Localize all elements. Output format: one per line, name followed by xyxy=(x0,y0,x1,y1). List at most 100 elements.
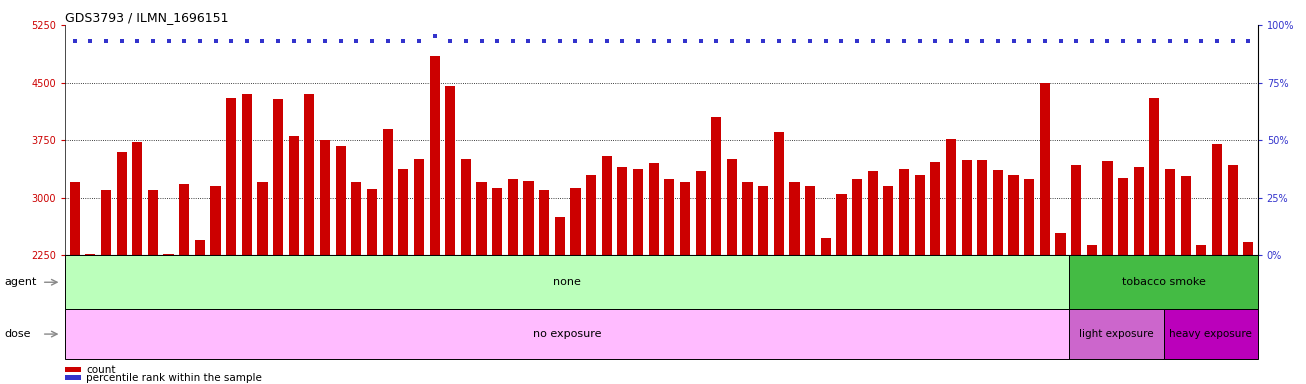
Text: dose: dose xyxy=(4,329,30,339)
Bar xyxy=(1243,242,1254,255)
Bar xyxy=(461,159,471,255)
Bar xyxy=(116,152,127,255)
Point xyxy=(846,38,867,44)
Bar xyxy=(977,160,987,255)
Bar xyxy=(1040,83,1050,255)
Bar xyxy=(680,182,690,255)
Point xyxy=(972,38,993,44)
Bar xyxy=(1181,176,1191,255)
Point xyxy=(737,38,757,44)
Bar xyxy=(1008,175,1019,255)
Bar xyxy=(1070,255,1258,309)
Point xyxy=(628,38,649,44)
Point xyxy=(534,38,555,44)
Point xyxy=(940,38,961,44)
Bar xyxy=(492,188,503,255)
Point xyxy=(550,38,571,44)
Point xyxy=(1160,38,1181,44)
Point xyxy=(1003,38,1024,44)
Point xyxy=(330,38,351,44)
Bar xyxy=(946,139,956,255)
Point xyxy=(581,38,602,44)
Bar xyxy=(1070,309,1164,359)
Bar xyxy=(539,190,550,255)
Bar xyxy=(445,86,456,255)
Bar xyxy=(789,182,799,255)
Point xyxy=(409,38,430,44)
Bar xyxy=(757,186,768,255)
Bar xyxy=(1196,245,1207,255)
Point xyxy=(705,38,726,44)
Bar xyxy=(524,181,534,255)
Bar xyxy=(1024,179,1034,255)
Text: tobacco smoke: tobacco smoke xyxy=(1122,277,1205,287)
Bar xyxy=(65,255,1070,309)
Point xyxy=(252,38,273,44)
Text: percentile rank within the sample: percentile rank within the sample xyxy=(86,373,263,383)
Text: agent: agent xyxy=(4,277,37,287)
Point xyxy=(440,38,461,44)
Bar xyxy=(320,140,330,255)
Point xyxy=(1175,38,1196,44)
Point xyxy=(518,38,539,44)
Point xyxy=(377,38,398,44)
Point xyxy=(221,38,242,44)
Bar xyxy=(602,156,611,255)
Point xyxy=(987,38,1008,44)
Bar xyxy=(148,190,158,255)
Bar xyxy=(336,146,346,255)
Point xyxy=(1050,38,1071,44)
Bar xyxy=(618,167,627,255)
Bar xyxy=(367,189,377,255)
Bar xyxy=(1102,161,1113,255)
Bar xyxy=(132,142,142,255)
Point xyxy=(362,38,383,44)
Point xyxy=(674,38,695,44)
Bar xyxy=(930,162,940,255)
Point xyxy=(64,38,85,44)
Text: count: count xyxy=(86,365,116,375)
Point xyxy=(1128,38,1149,44)
Bar xyxy=(586,175,596,255)
Point xyxy=(1066,38,1087,44)
Bar xyxy=(226,98,236,255)
Bar xyxy=(649,163,658,255)
Bar xyxy=(696,171,705,255)
Point xyxy=(1238,38,1259,44)
Bar xyxy=(1118,178,1128,255)
Bar xyxy=(210,186,221,255)
Bar xyxy=(712,117,721,255)
Bar xyxy=(1212,144,1222,255)
Point xyxy=(236,38,257,44)
Bar xyxy=(289,136,299,255)
Text: heavy exposure: heavy exposure xyxy=(1169,329,1252,339)
Point xyxy=(644,38,665,44)
Point xyxy=(1034,38,1055,44)
Bar xyxy=(304,94,315,255)
Bar xyxy=(727,159,737,255)
Bar xyxy=(1149,98,1160,255)
Point xyxy=(299,38,320,44)
Bar xyxy=(914,175,925,255)
Bar xyxy=(383,129,393,255)
Bar xyxy=(961,160,972,255)
Bar xyxy=(65,367,81,372)
Bar xyxy=(836,194,846,255)
Point xyxy=(80,38,101,44)
Point xyxy=(878,38,899,44)
Bar xyxy=(69,182,80,255)
Point xyxy=(690,38,710,44)
Point xyxy=(393,38,414,44)
Bar xyxy=(773,132,784,255)
Bar xyxy=(398,169,409,255)
Point xyxy=(658,38,679,44)
Point xyxy=(1097,38,1118,44)
Point xyxy=(174,38,195,44)
Point xyxy=(909,38,930,44)
Point xyxy=(424,33,445,40)
Bar xyxy=(414,159,424,255)
Point xyxy=(1081,38,1102,44)
Point xyxy=(721,38,742,44)
Bar xyxy=(257,182,268,255)
Bar xyxy=(852,179,862,255)
